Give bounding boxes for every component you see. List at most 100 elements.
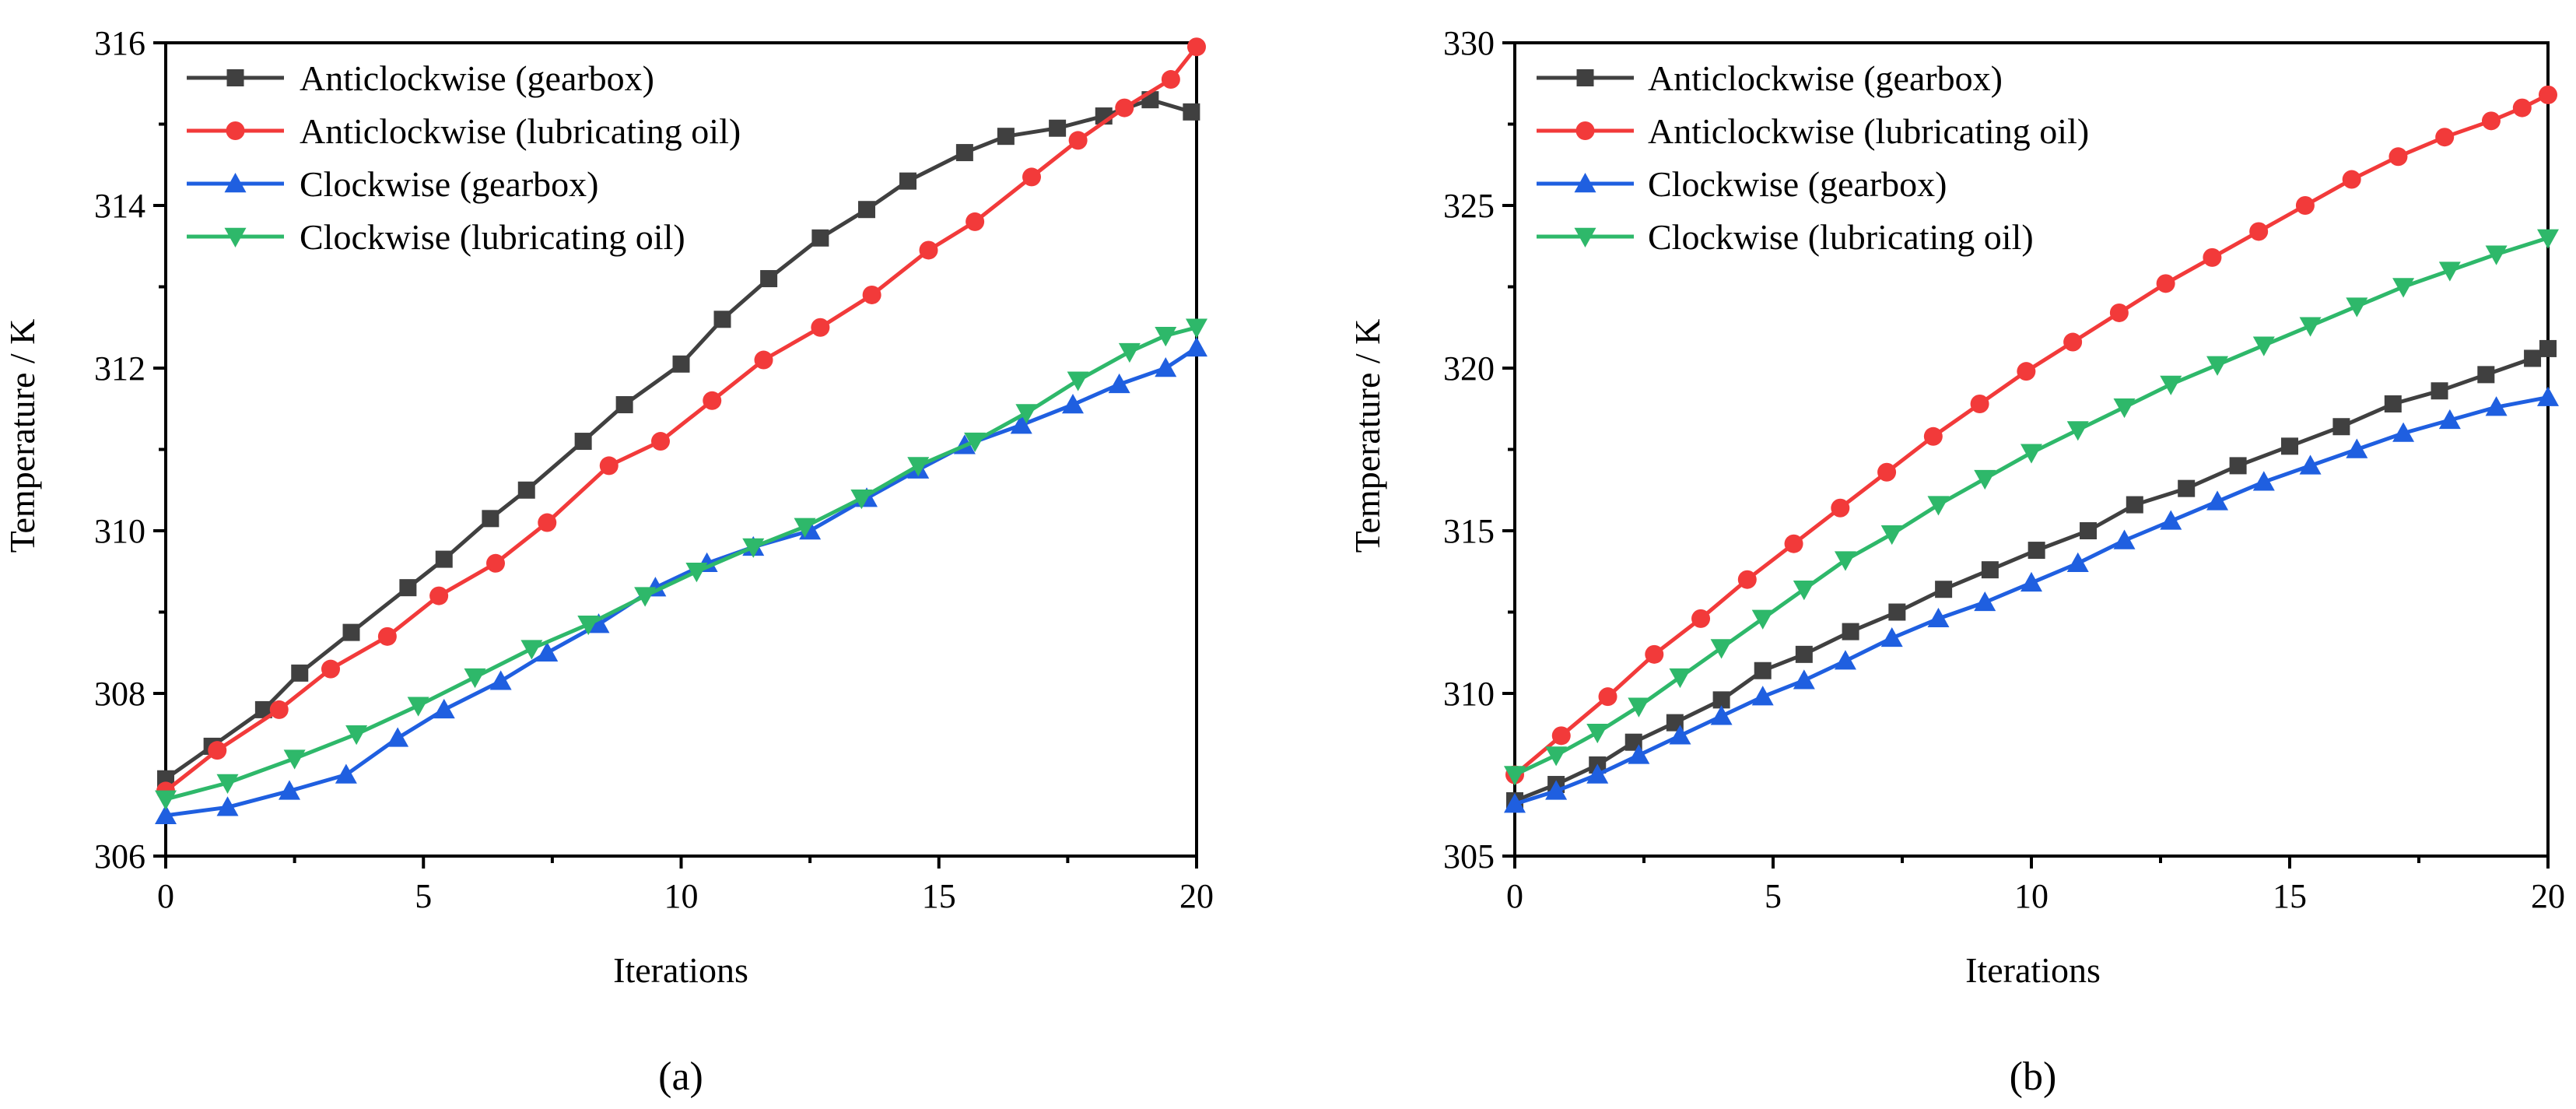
- data-point: [1751, 686, 1774, 706]
- legend-marker: [226, 69, 244, 86]
- data-point: [2080, 522, 2098, 539]
- panel-caption: (a): [658, 1055, 703, 1099]
- chart-panel-b: 0 5 10 15 20 305 310 315 320 325 330 Temperature /…: [1348, 24, 2565, 1099]
- legend-entry: Clockwise (lubricating oil): [187, 217, 685, 257]
- legend-entry: Anticlockwise (gearbox): [1537, 58, 2003, 98]
- y-tick-label: 315: [1443, 512, 1495, 550]
- legend-entry: Clockwise (lubricating oil): [1537, 217, 2034, 257]
- y-tick-label: 312: [94, 349, 145, 388]
- data-point: [1108, 373, 1130, 394]
- data-point: [387, 727, 409, 747]
- data-point: [335, 763, 357, 784]
- legend-entry: Anticlockwise (lubricating oil): [187, 111, 741, 151]
- data-point: [2249, 222, 2269, 241]
- x-tick-label: 15: [2273, 877, 2307, 915]
- data-point: [2485, 396, 2508, 416]
- data-point: [899, 172, 916, 190]
- data-point: [2063, 332, 2083, 352]
- legend-marker: [1574, 227, 1596, 247]
- data-point: [964, 432, 987, 453]
- series-anticlockwise-gearbox: [157, 91, 1200, 788]
- legend-label: Clockwise (lubricating oil): [300, 217, 685, 257]
- legend-marker: [1575, 121, 1595, 140]
- data-point: [407, 697, 429, 717]
- data-point: [2229, 457, 2247, 475]
- data-point: [2252, 471, 2275, 491]
- y-tick-label: 320: [1443, 349, 1495, 388]
- x-tick-label: 0: [1506, 877, 1523, 915]
- data-point: [2346, 438, 2368, 458]
- data-point: [1628, 697, 1650, 718]
- data-point: [269, 700, 289, 719]
- data-point: [1645, 644, 1664, 664]
- data-point: [2178, 479, 2196, 497]
- data-point: [1586, 763, 1609, 784]
- data-point: [907, 457, 930, 477]
- data-point: [1022, 167, 1041, 187]
- x-axis-title: Iterations: [1965, 950, 2101, 990]
- data-point: [2066, 552, 2089, 572]
- data-point: [1186, 336, 1207, 357]
- data-point: [1068, 131, 1088, 150]
- data-point: [2295, 196, 2315, 215]
- y-tick-label: 316: [94, 24, 145, 62]
- data-point: [321, 659, 340, 679]
- y-tick-label: 325: [1443, 187, 1495, 225]
- data-point: [433, 698, 455, 719]
- data-point: [1923, 426, 1943, 446]
- data-point: [2384, 395, 2402, 412]
- data-point: [2539, 339, 2557, 357]
- plot-area: 0 5 10 15 20 305 310 315 320 325 330: [1443, 24, 2565, 915]
- x-tick-label: 5: [415, 877, 432, 915]
- legend-marker: [226, 121, 245, 140]
- data-point: [1010, 414, 1032, 434]
- legend-entry: Anticlockwise (gearbox): [187, 58, 654, 98]
- y-tick-label: 314: [94, 187, 145, 225]
- data-point: [2537, 386, 2559, 406]
- data-point: [2485, 245, 2508, 265]
- data-point: [517, 481, 535, 499]
- data-point: [2537, 229, 2559, 249]
- data-point: [291, 664, 309, 682]
- x-tick-label: 5: [1765, 877, 1782, 915]
- data-point: [2332, 418, 2350, 436]
- x-tick-label: 15: [922, 877, 956, 915]
- legend-label: Clockwise (gearbox): [1648, 164, 1947, 204]
- data-point: [377, 626, 397, 646]
- data-point: [1737, 570, 1757, 589]
- data-point: [2392, 422, 2415, 442]
- data-point: [651, 432, 670, 451]
- data-point: [2281, 437, 2298, 455]
- legend-entry: Clockwise (gearbox): [187, 164, 599, 204]
- data-point: [1628, 744, 1650, 764]
- data-point: [1710, 705, 1733, 725]
- x-tick-label: 10: [2014, 877, 2049, 915]
- data-point: [155, 804, 177, 824]
- data-point: [1793, 581, 1815, 601]
- x-tick-label: 20: [1179, 877, 1214, 915]
- data-point: [811, 229, 829, 247]
- data-point: [1981, 561, 1999, 579]
- data-point: [1831, 498, 1850, 518]
- data-point: [1115, 98, 1134, 118]
- series-clockwise-lubricating-oil: [1504, 229, 2559, 786]
- data-point: [520, 640, 543, 660]
- chart-panel-a: 0 5 10 15 20 306 308 310 312 314 316 Temperature /…: [2, 24, 1214, 1099]
- data-point: [577, 615, 600, 636]
- data-point: [2020, 571, 2042, 592]
- data-point: [1186, 318, 1207, 339]
- data-point: [2477, 366, 2495, 384]
- data-point: [1062, 394, 1084, 414]
- data-point: [1880, 626, 1903, 648]
- data-point: [464, 668, 486, 689]
- data-point: [399, 579, 417, 597]
- data-point: [2299, 454, 2322, 475]
- legend-marker: [224, 173, 247, 193]
- data-point: [2028, 542, 2045, 560]
- data-point: [435, 550, 453, 568]
- data-point: [1187, 37, 1206, 57]
- y-tick-label: 306: [94, 837, 145, 876]
- legend-entry: Clockwise (gearbox): [1537, 164, 1947, 204]
- data-point: [2126, 496, 2143, 514]
- data-point: [2113, 398, 2136, 419]
